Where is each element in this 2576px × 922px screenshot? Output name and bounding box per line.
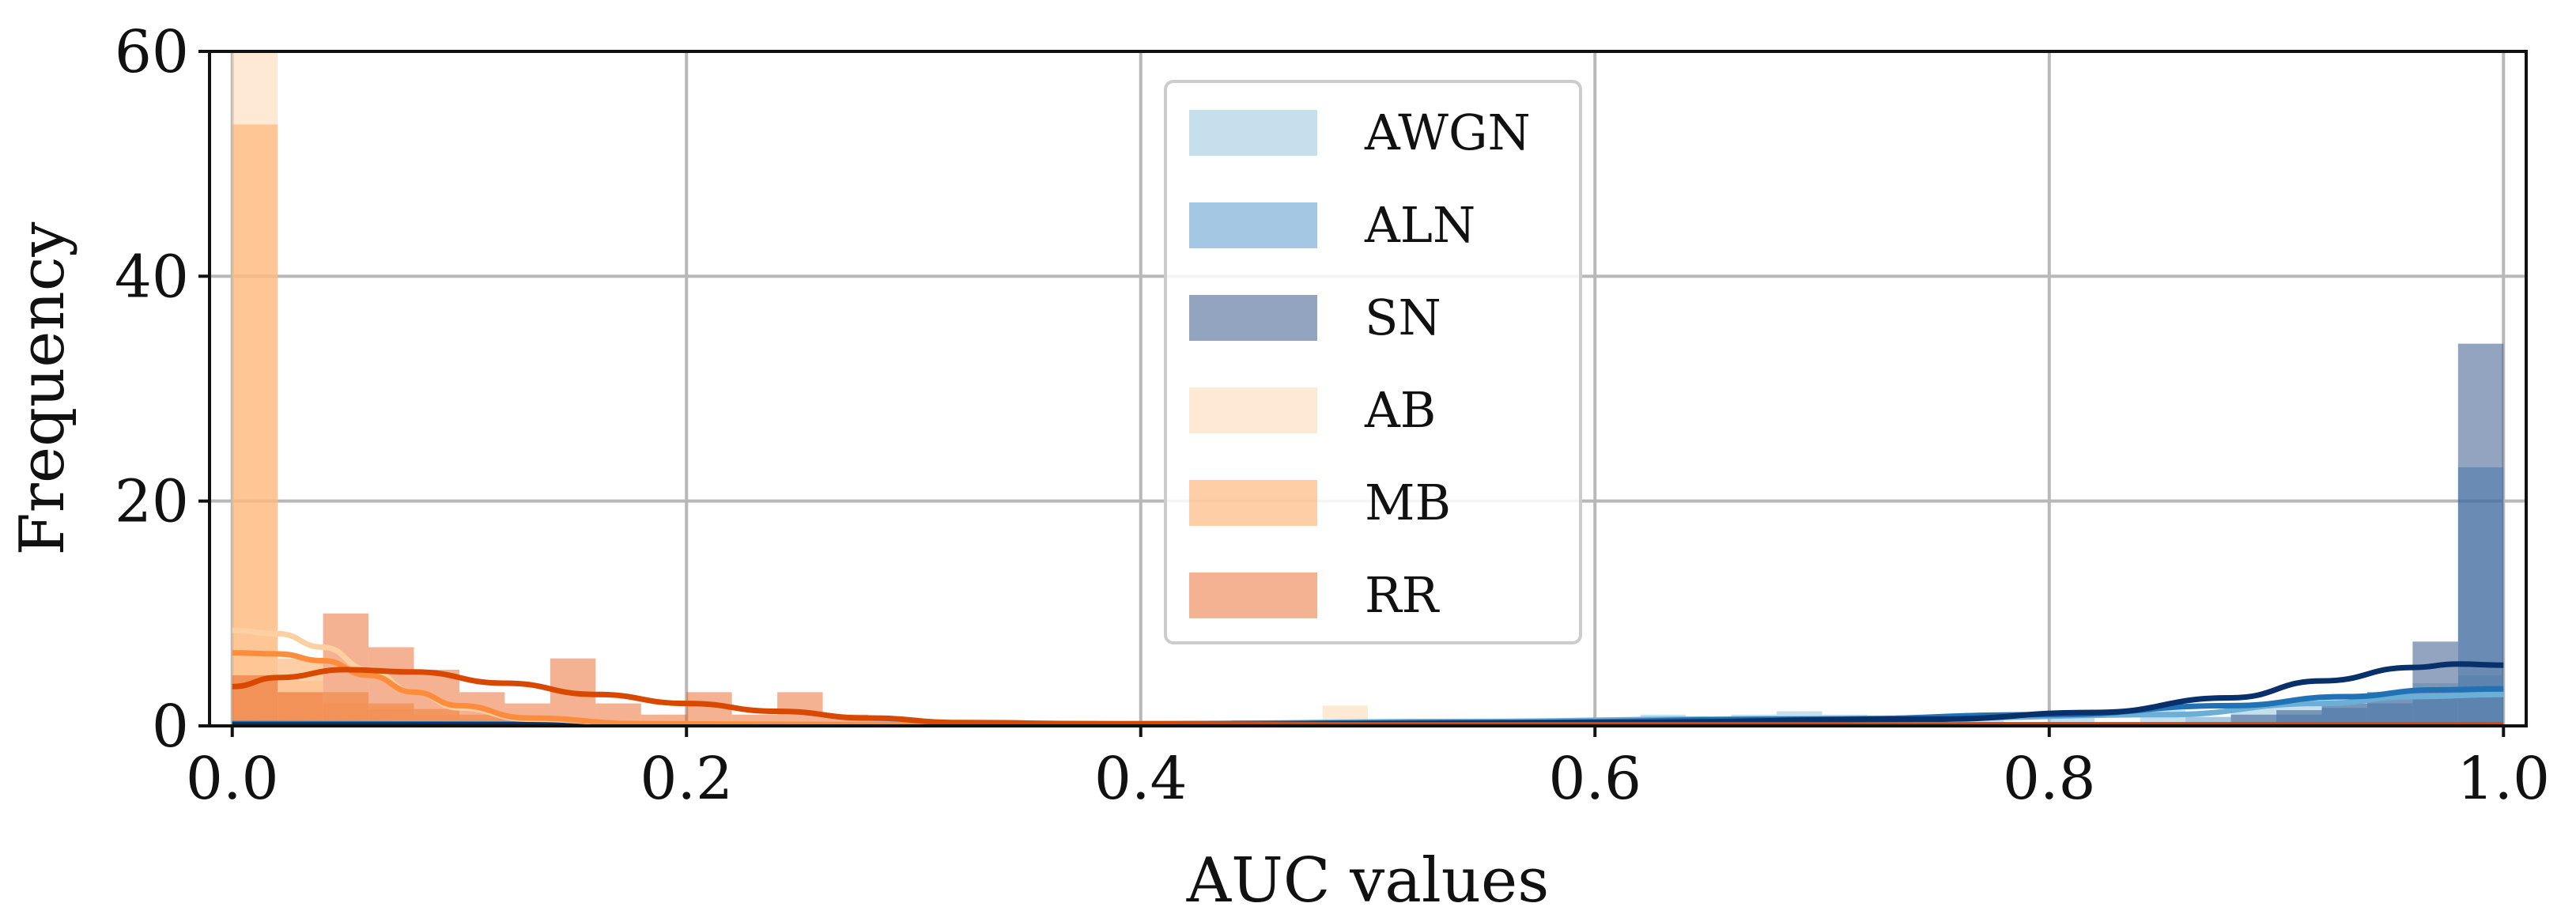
x-tick-label: 1.0	[2457, 745, 2550, 813]
legend-label: AWGN	[1364, 104, 1531, 161]
legend-swatch	[1189, 387, 1317, 433]
x-tick-label: 0.2	[640, 745, 733, 813]
legend-swatch	[1189, 480, 1317, 526]
legend-swatch	[1189, 110, 1317, 156]
x-tick-label: 0.0	[186, 745, 279, 813]
histogram-bar	[1958, 716, 2004, 726]
axis-ticks: 0.0 0.2 0.4 0.6 0.8 1.0 0 20 40 60	[115, 18, 2550, 813]
bars-mb	[232, 124, 550, 726]
histogram-bar	[323, 692, 369, 726]
x-tick-label: 0.4	[1094, 745, 1188, 813]
histogram-bar	[2457, 343, 2504, 726]
legend-box	[1164, 80, 1582, 644]
y-tick-label: 40	[115, 243, 189, 311]
y-axis-label: Frequency	[7, 222, 78, 556]
legend-label: SN	[1365, 289, 1441, 346]
legend-label: MB	[1365, 474, 1451, 531]
y-tick-label: 0	[152, 693, 189, 761]
axes-frame	[208, 50, 2528, 727]
legend: AWGN ALN SN AB MB RR	[1164, 80, 1582, 644]
x-tick-label: 0.8	[2003, 745, 2096, 813]
y-tick-label: 60	[115, 18, 189, 86]
x-tick-label: 0.6	[1548, 745, 1641, 813]
legend-swatch	[1189, 295, 1317, 341]
legend-label: AB	[1364, 381, 1436, 439]
legend-label: RR	[1365, 566, 1441, 624]
y-tick-label: 20	[115, 468, 189, 536]
histogram-bar	[232, 124, 278, 726]
histogram-bar	[2412, 641, 2458, 726]
legend-label: ALN	[1364, 196, 1475, 254]
histogram-bar	[686, 692, 732, 726]
x-axis-label: AUC values	[1186, 845, 1549, 916]
histogram-bar	[2276, 710, 2322, 726]
legend-swatch	[1189, 202, 1317, 248]
histogram-bar	[278, 692, 323, 726]
legend-swatch	[1189, 572, 1317, 618]
histogram-bar	[2185, 716, 2231, 726]
histogram-bar	[278, 658, 323, 726]
